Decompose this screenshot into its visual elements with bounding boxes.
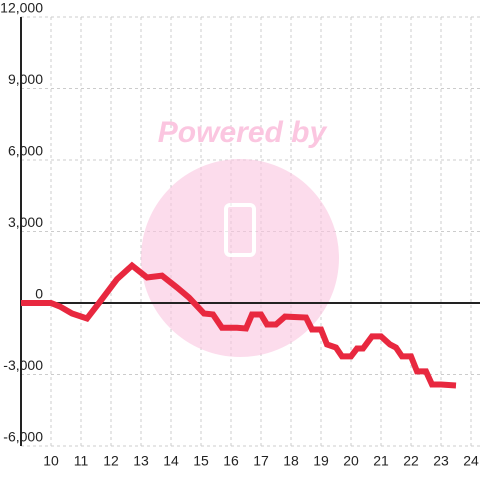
watermark — [141, 159, 339, 357]
x-tick-label: 12 — [103, 453, 119, 469]
data-line — [21, 261, 457, 389]
x-tick-label: 19 — [313, 453, 329, 469]
y-tick-label: 3,000 — [8, 214, 43, 230]
watermark-circle — [141, 159, 339, 357]
x-tick-label: 10 — [43, 453, 59, 469]
x-tick-label: 15 — [193, 453, 209, 469]
x-tick-label: 11 — [74, 453, 89, 469]
x-tick-label: 24 — [463, 453, 479, 469]
watermark-text: Powered by — [158, 116, 328, 149]
y-tick-label: 12,000 — [0, 0, 43, 16]
y-tick-label: 9,000 — [8, 71, 43, 87]
y-tick-label: -3,000 — [3, 357, 43, 373]
x-tick-label: 22 — [403, 453, 419, 469]
y-tick-label: -6,000 — [3, 429, 43, 445]
x-tick-label: 23 — [433, 453, 449, 469]
y-tick-label: 6,000 — [8, 143, 43, 159]
x-tick-label: 21 — [373, 453, 389, 469]
x-tick-label: 14 — [163, 453, 179, 469]
y-tick-label: 0 — [35, 286, 43, 302]
x-tick-label: 16 — [223, 453, 239, 469]
x-tick-label: 20 — [343, 453, 359, 469]
x-tick-label: 13 — [133, 453, 149, 469]
x-tick-label: 17 — [253, 453, 269, 469]
x-tick-label: 18 — [283, 453, 299, 469]
watermark-logo — [224, 203, 256, 257]
